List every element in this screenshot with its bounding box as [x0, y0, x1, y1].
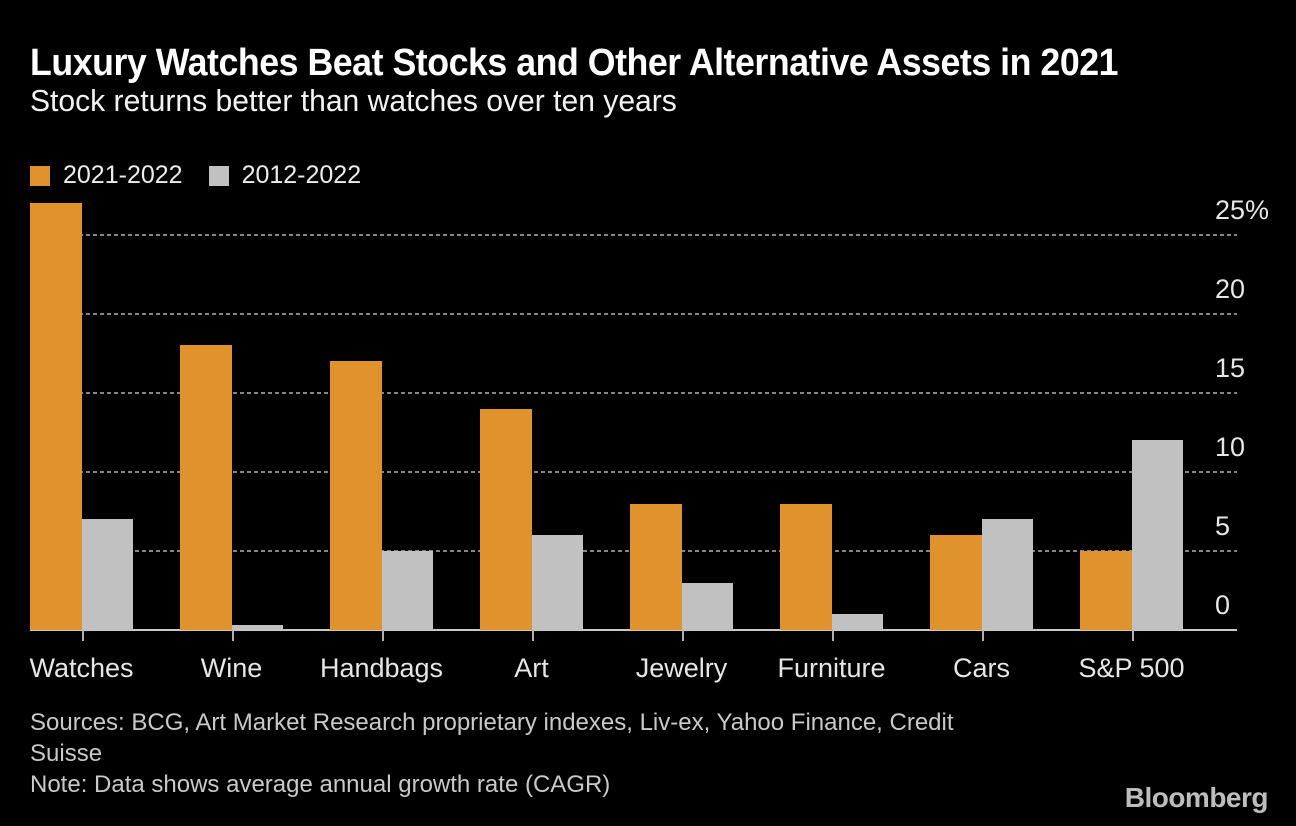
legend-item-2021-2022: 2021-2022: [30, 161, 183, 190]
x-axis-label-art: Art: [514, 653, 549, 683]
x-axis-tick-jewelry: [681, 630, 684, 641]
gridline-20: [30, 312, 1237, 315]
legend-swatch-orange-icon: [30, 165, 50, 186]
x-axis-tick-s-p-500: [1131, 630, 1134, 641]
legend-item-2012-2022: 2012-2022: [208, 161, 362, 190]
x-axis-label-watches: Watches: [29, 653, 134, 683]
chart-footer: Sources: BCG, Art Market Research propri…: [30, 707, 954, 800]
legend-label: 2021-2022: [63, 161, 183, 189]
y-tick-label-20: 20: [1215, 273, 1246, 304]
sources-line-2: Suisse: [30, 740, 103, 767]
x-axis-label-jewelry: Jewelry: [635, 653, 728, 683]
bar-cars-2021-2022: [930, 535, 982, 630]
x-axis-label-furniture: Furniture: [777, 653, 886, 683]
x-axis-tick-wine: [231, 630, 234, 641]
gridline-10: [30, 470, 1237, 473]
bar-wine-2021-2022: [180, 345, 232, 630]
y-tick-label-15: 15: [1215, 352, 1246, 383]
x-axis-tick-art: [531, 630, 534, 641]
bar-cars-2012-2022: [981, 519, 1033, 630]
sources-line-1: Sources: BCG, Art Market Research propri…: [30, 709, 954, 736]
bar-furniture-2012-2022: [831, 614, 883, 630]
x-axis-label-s-p-500: S&P 500: [1078, 653, 1185, 683]
bar-handbags-2012-2022: [381, 550, 433, 630]
bar-wine-2012-2022: [231, 625, 283, 630]
bar-jewelry-2012-2022: [681, 582, 733, 630]
bar-s-p-500-2012-2022: [1131, 440, 1183, 630]
y-tick-label-0: 0: [1215, 590, 1231, 620]
legend-label: 2012-2022: [241, 161, 362, 189]
bar-art-2012-2022: [531, 535, 583, 630]
plot-area: 0 5 10 15 20 25% Watches Wine Handbags Art Jewelry…: [29, 196, 1269, 683]
gridline-15: [30, 391, 1237, 394]
bar-handbags-2021-2022: [330, 361, 382, 630]
bar-art-2021-2022: [480, 408, 532, 630]
y-tick-label-5: 5: [1215, 510, 1231, 541]
gridline-25: [30, 233, 1237, 236]
bar-watches-2021-2022: [30, 203, 82, 630]
x-axis-label-cars: Cars: [952, 653, 1011, 683]
x-axis-tick-furniture: [831, 630, 834, 641]
chart-legend: 2021-2022 2012-2022: [30, 161, 361, 190]
bar-jewelry-2021-2022: [630, 503, 682, 630]
note-line: Note: Data shows average annual growth r…: [30, 771, 611, 798]
x-axis-tick-cars: [981, 630, 984, 641]
chart-subtitle: Stock returns better than watches over t…: [30, 83, 677, 118]
x-axis-label-wine: Wine: [200, 653, 263, 683]
x-axis-line: [30, 629, 1237, 631]
y-tick-label-25: 25%: [1215, 194, 1270, 225]
bloomberg-logo: Bloomberg: [1124, 782, 1269, 813]
bar-s-p-500-2021-2022: [1080, 550, 1132, 630]
y-tick-label-10: 10: [1215, 431, 1246, 462]
x-axis-tick-watches: [81, 630, 84, 641]
chart-title: Luxury Watches Beat Stocks and Other Alt…: [30, 42, 1119, 84]
bar-watches-2012-2022: [81, 519, 133, 630]
bar-furniture-2021-2022: [780, 503, 832, 630]
legend-swatch-gray-icon: [208, 165, 229, 186]
x-axis-tick-handbags: [381, 630, 384, 641]
x-axis-label-handbags: Handbags: [319, 653, 444, 683]
